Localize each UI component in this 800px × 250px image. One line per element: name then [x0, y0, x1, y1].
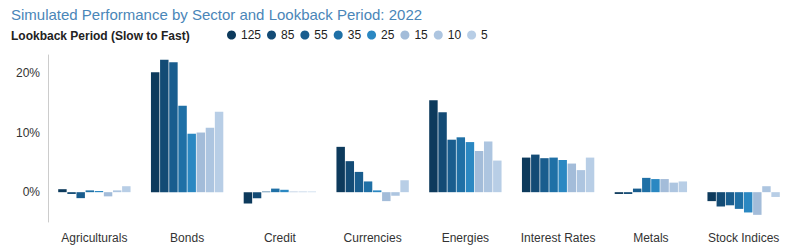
svg-text:35: 35 — [348, 28, 362, 42]
svg-text:Lookback Period (Slow to Fast): Lookback Period (Slow to Fast) — [11, 29, 190, 43]
svg-text:85: 85 — [281, 28, 295, 42]
svg-text:0%: 0% — [23, 185, 41, 199]
svg-text:Metals: Metals — [633, 231, 668, 245]
svg-text:5: 5 — [481, 28, 488, 42]
svg-text:15: 15 — [414, 28, 428, 42]
svg-text:Agriculturals: Agriculturals — [61, 231, 127, 245]
svg-text:Bonds: Bonds — [170, 231, 204, 245]
svg-text:Simulated Performance by Secto: Simulated Performance by Sector and Look… — [11, 6, 422, 23]
svg-text:20%: 20% — [16, 66, 40, 80]
svg-text:25: 25 — [381, 28, 395, 42]
svg-text:10: 10 — [448, 28, 462, 42]
svg-text:125: 125 — [241, 28, 261, 42]
svg-text:10%: 10% — [16, 126, 40, 140]
svg-text:Stock Indices: Stock Indices — [708, 231, 779, 245]
svg-text:Energies: Energies — [442, 231, 489, 245]
svg-text:55: 55 — [314, 28, 328, 42]
svg-text:Interest Rates: Interest Rates — [521, 231, 596, 245]
svg-text:Currencies: Currencies — [344, 231, 402, 245]
svg-text:Credit: Credit — [264, 231, 297, 245]
